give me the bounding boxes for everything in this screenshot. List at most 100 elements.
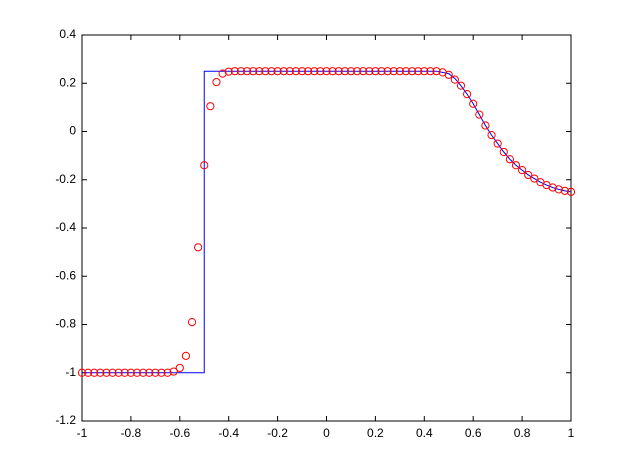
- data-point: [249, 67, 258, 76]
- data-point: [206, 102, 215, 111]
- y-tick-label: -0.8: [55, 317, 76, 331]
- y-tick-label: -1: [65, 365, 76, 379]
- data-point: [407, 67, 417, 76]
- data-point: [304, 67, 313, 76]
- y-tick-label: 0.2: [59, 75, 76, 89]
- data-point: [77, 368, 87, 377]
- data-point: [469, 99, 478, 108]
- data-point: [481, 121, 490, 130]
- data-point: [395, 67, 404, 76]
- x-tick-label: 1: [568, 426, 575, 440]
- data-point: [187, 317, 197, 327]
- data-point: [255, 67, 264, 76]
- data-point: [359, 67, 368, 76]
- x-tick-label: -0.6: [169, 426, 190, 440]
- x-tick-label: 0: [323, 426, 330, 440]
- data-point: [462, 90, 472, 99]
- y-tick-label: -0.4: [55, 220, 76, 234]
- data-point: [365, 67, 374, 76]
- data-point: [426, 67, 435, 76]
- data-point: [511, 161, 521, 170]
- data-point: [102, 368, 111, 377]
- data-point: [194, 243, 203, 252]
- data-point: [322, 67, 331, 76]
- data-point: [524, 170, 533, 180]
- data-point: [297, 67, 307, 76]
- data-point: [346, 67, 356, 76]
- data-point: [340, 67, 349, 76]
- data-point: [169, 367, 178, 376]
- data-point: [84, 368, 93, 377]
- data-point: [267, 67, 276, 76]
- data-point: [212, 77, 221, 87]
- data-point: [554, 185, 563, 194]
- data-point: [518, 166, 527, 175]
- data-point: [108, 368, 117, 377]
- data-point: [126, 368, 135, 377]
- data-point: [310, 67, 319, 76]
- plot-area: [81, 34, 572, 422]
- data-point: [218, 69, 227, 78]
- data-point: [175, 363, 184, 373]
- data-point: [181, 351, 191, 360]
- data-point: [450, 75, 459, 84]
- data-point: [224, 67, 233, 76]
- data-point: [132, 368, 142, 377]
- data-point: [285, 67, 294, 76]
- data-point: [414, 67, 423, 76]
- data-point: [334, 67, 343, 76]
- data-point: [456, 81, 466, 90]
- data-point: [505, 155, 514, 164]
- x-tick-label: -1: [77, 426, 88, 440]
- y-tick-label: -0.6: [55, 268, 76, 282]
- data-point: [242, 67, 252, 76]
- x-tick-label: -0.8: [121, 426, 142, 440]
- data-point: [163, 368, 172, 377]
- data-point: [236, 67, 246, 76]
- data-point: [352, 67, 362, 76]
- x-tick-label: -0.2: [267, 426, 288, 440]
- x-tick-label: 0.4: [416, 426, 433, 440]
- data-point: [371, 67, 380, 76]
- data-point: [120, 368, 129, 377]
- data-point: [230, 67, 239, 76]
- data-point: [273, 67, 282, 76]
- data-point: [566, 187, 576, 196]
- data-point: [389, 67, 398, 76]
- x-tick-label: -0.4: [218, 426, 239, 440]
- y-tick-label: -0.2: [55, 172, 76, 186]
- data-point: [328, 67, 337, 76]
- x-tick-label: 0.6: [465, 426, 482, 440]
- data-point: [261, 67, 270, 76]
- data-point: [530, 174, 539, 183]
- data-point: [548, 183, 557, 192]
- data-point: [157, 368, 166, 377]
- x-tick-label: 0.8: [514, 426, 531, 440]
- x-tick-label: 0.2: [367, 426, 384, 440]
- data-point: [279, 67, 288, 76]
- data-point: [499, 147, 508, 157]
- data-point: [444, 70, 453, 79]
- data-point: [383, 67, 392, 76]
- data-point: [291, 67, 301, 76]
- y-tick-label: -1.2: [55, 413, 76, 427]
- data-point: [420, 67, 429, 76]
- data-point: [401, 67, 411, 76]
- data-point: [316, 67, 325, 76]
- data-point: [200, 161, 209, 170]
- data-line: [82, 70, 572, 374]
- data-point: [475, 110, 484, 119]
- y-tick-label: 0.4: [59, 27, 76, 41]
- data-point: [96, 368, 105, 377]
- y-tick-label: 0: [69, 124, 76, 138]
- data-point: [377, 67, 386, 76]
- data-point: [432, 67, 441, 76]
- data-point: [139, 368, 148, 377]
- data-point: [145, 368, 154, 377]
- data-point: [90, 368, 99, 377]
- data-point: [493, 139, 502, 148]
- data-point: [560, 186, 569, 195]
- data-point: [487, 131, 496, 140]
